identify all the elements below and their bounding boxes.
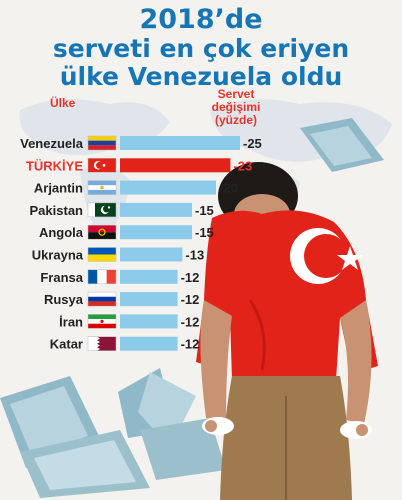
country-column-header: Ülke xyxy=(50,96,76,110)
bar-row: Arjantin -20 xyxy=(34,180,238,196)
bar-row: İran -12 xyxy=(59,314,199,329)
bar-row: TÜRKİYE -23 xyxy=(26,158,252,173)
flag-angola-icon xyxy=(87,224,117,240)
value-label: -20 xyxy=(219,181,238,196)
banknote-bottom-left xyxy=(0,376,150,498)
title-line-1: 2018’de xyxy=(139,4,263,35)
value-column-header: Servet değişimi (yüzde) xyxy=(205,88,267,127)
bar xyxy=(120,314,178,329)
bar-row: Venezuela -25 xyxy=(20,135,262,151)
category-label: Katar xyxy=(50,337,83,352)
category-label: Venezuela xyxy=(20,136,84,151)
value-label: -13 xyxy=(185,248,204,263)
bar-row: Pakistan -15 xyxy=(30,202,214,218)
bar xyxy=(120,247,183,262)
category-label: Fransa xyxy=(40,270,83,285)
value-header-line-3: (yüzde) xyxy=(215,113,257,127)
value-label: -12 xyxy=(181,270,200,285)
value-header-line-2: değişimi xyxy=(211,100,261,114)
category-label: TÜRKİYE xyxy=(26,158,83,173)
flag-venezuela-icon xyxy=(87,135,117,151)
category-label: Arjantin xyxy=(34,181,83,196)
bar-row: Fransa -12 xyxy=(40,269,200,285)
title-line-3: ülke Venezuela oldu xyxy=(59,62,343,91)
value-label: -12 xyxy=(181,314,200,329)
bar xyxy=(120,136,240,150)
category-label: Rusya xyxy=(44,292,84,307)
banknote-top-right xyxy=(300,118,384,172)
bar-row: Katar -12 xyxy=(50,336,200,352)
flag-pakistan-icon xyxy=(87,202,117,218)
value-label: -12 xyxy=(181,337,200,352)
bar xyxy=(120,158,231,173)
value-label: -15 xyxy=(195,203,214,218)
man-figure xyxy=(196,162,378,500)
value-label: -12 xyxy=(181,292,200,307)
bar xyxy=(120,336,178,351)
banknote-bottom-mid xyxy=(118,368,226,480)
value-label: -15 xyxy=(195,225,214,240)
bar xyxy=(120,180,216,195)
flag-russia-icon xyxy=(87,291,117,307)
bar xyxy=(120,269,178,284)
category-label: Pakistan xyxy=(30,203,84,218)
bar-row: Rusya -12 xyxy=(44,291,200,307)
bar xyxy=(120,292,178,307)
bar xyxy=(120,225,192,240)
bar xyxy=(120,202,192,217)
value-label: -25 xyxy=(243,136,262,151)
flag-qatar-icon xyxy=(87,336,117,351)
category-label: Angola xyxy=(39,225,84,240)
bar-row: Ukrayna -13 xyxy=(32,247,204,263)
title-line-2: serveti en çok eriyen xyxy=(52,34,350,63)
flag-iran-icon xyxy=(87,314,117,329)
flag-turkey-icon xyxy=(87,158,117,173)
bar-row: Angola -15 xyxy=(39,224,214,240)
category-label: İran xyxy=(59,314,83,329)
flag-ukraine-icon xyxy=(87,247,117,262)
flag-france-icon xyxy=(87,269,117,285)
category-label: Ukrayna xyxy=(32,248,84,263)
value-label: -23 xyxy=(233,158,252,173)
value-header-line-1: Servet xyxy=(217,87,255,101)
flag-argentina-icon xyxy=(87,180,117,195)
